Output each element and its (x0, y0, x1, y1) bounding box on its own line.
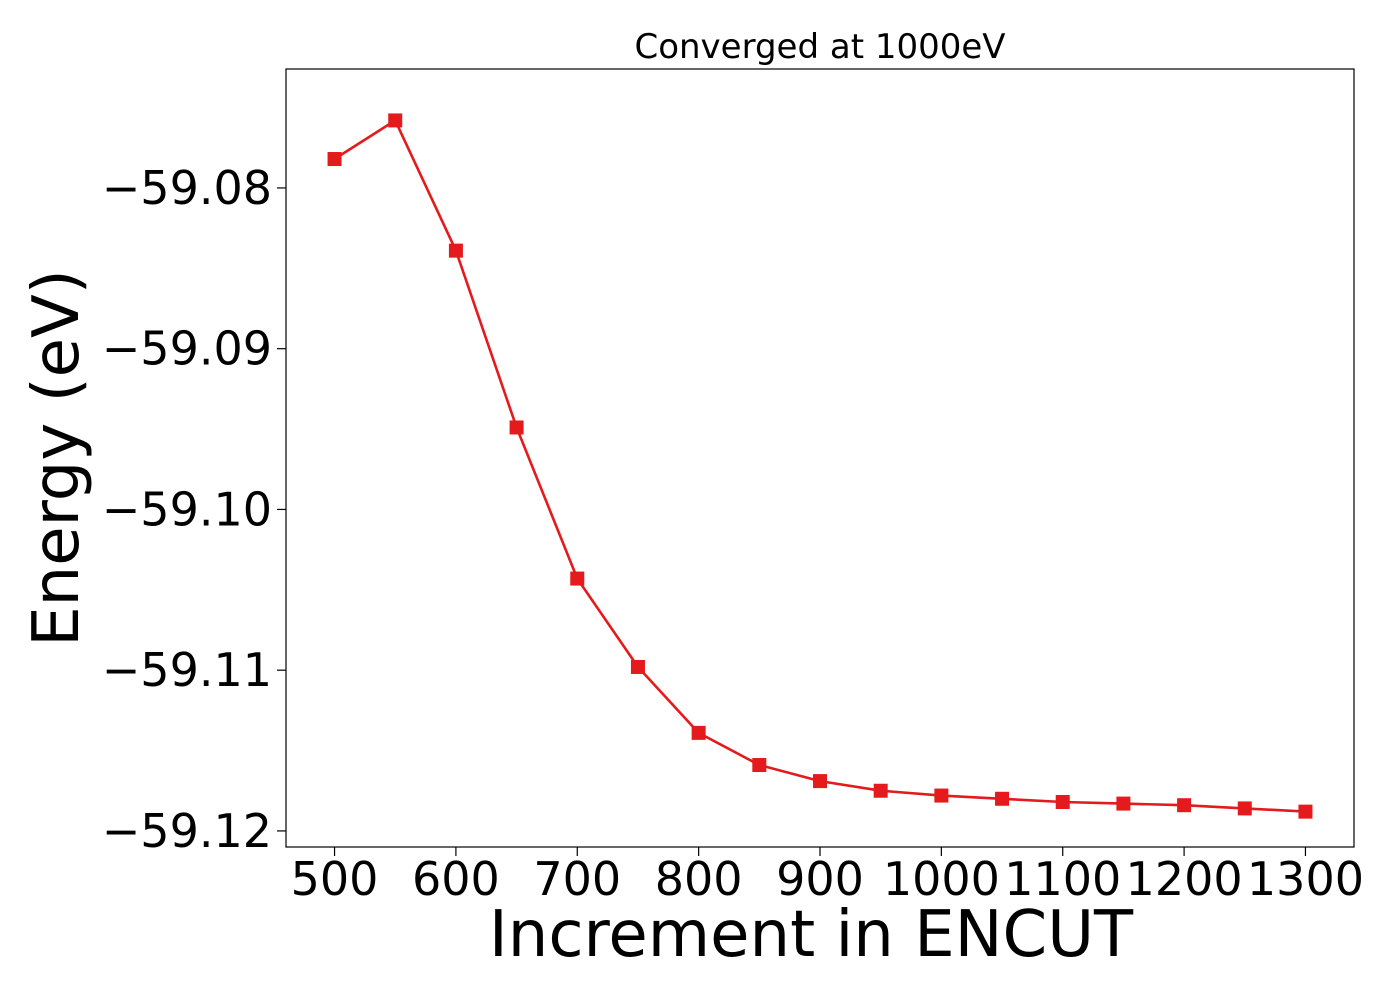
data-point-marker (1298, 804, 1313, 819)
x-axis-ticks: 500 600 700 800 900 1000 1100 1200 1300 (291, 847, 1364, 906)
data-point-marker (448, 243, 463, 258)
x-tick-label: 500 (291, 852, 379, 906)
series-layer (327, 113, 1313, 819)
x-tick-label: 1300 (1247, 852, 1364, 906)
y-tick-label: −59.09 (102, 322, 272, 376)
data-point-marker (691, 725, 706, 740)
data-point-marker (1055, 794, 1070, 809)
data-point-marker (813, 774, 827, 789)
x-tick-label: 900 (776, 852, 864, 906)
x-tick-label: 800 (655, 852, 743, 906)
x-tick-label: 1000 (883, 852, 1000, 906)
data-point-marker (388, 113, 403, 128)
data-point-marker (1177, 798, 1192, 813)
y-tick-label: −59.08 (102, 161, 272, 215)
x-tick-label: 1200 (1126, 852, 1243, 906)
x-axis-label: Increment in ENCUT (489, 898, 1134, 972)
x-tick-label: 1100 (1004, 852, 1121, 906)
x-tick-label: 600 (412, 852, 500, 906)
chart-title: Converged at 1000eV (634, 27, 1005, 67)
data-point-marker (752, 758, 767, 773)
data-point-marker (327, 152, 342, 167)
data-point-marker (630, 659, 645, 674)
data-point-marker (995, 791, 1010, 806)
data-point-marker (873, 783, 888, 798)
y-axis-label: Energy (eV) (20, 269, 94, 647)
data-point-marker (1237, 801, 1252, 816)
data-point-marker (934, 788, 949, 803)
data-point-marker (509, 420, 524, 435)
y-axis-ticks: −59.08 −59.09 −59.10 −59.11 −59.12 (102, 161, 286, 858)
data-point-marker (1116, 796, 1131, 811)
y-tick-label: −59.11 (102, 643, 272, 697)
y-tick-label: −59.12 (102, 804, 272, 858)
y-tick-label: −59.10 (102, 482, 272, 536)
data-point-marker (570, 571, 585, 586)
x-tick-label: 700 (533, 852, 621, 906)
